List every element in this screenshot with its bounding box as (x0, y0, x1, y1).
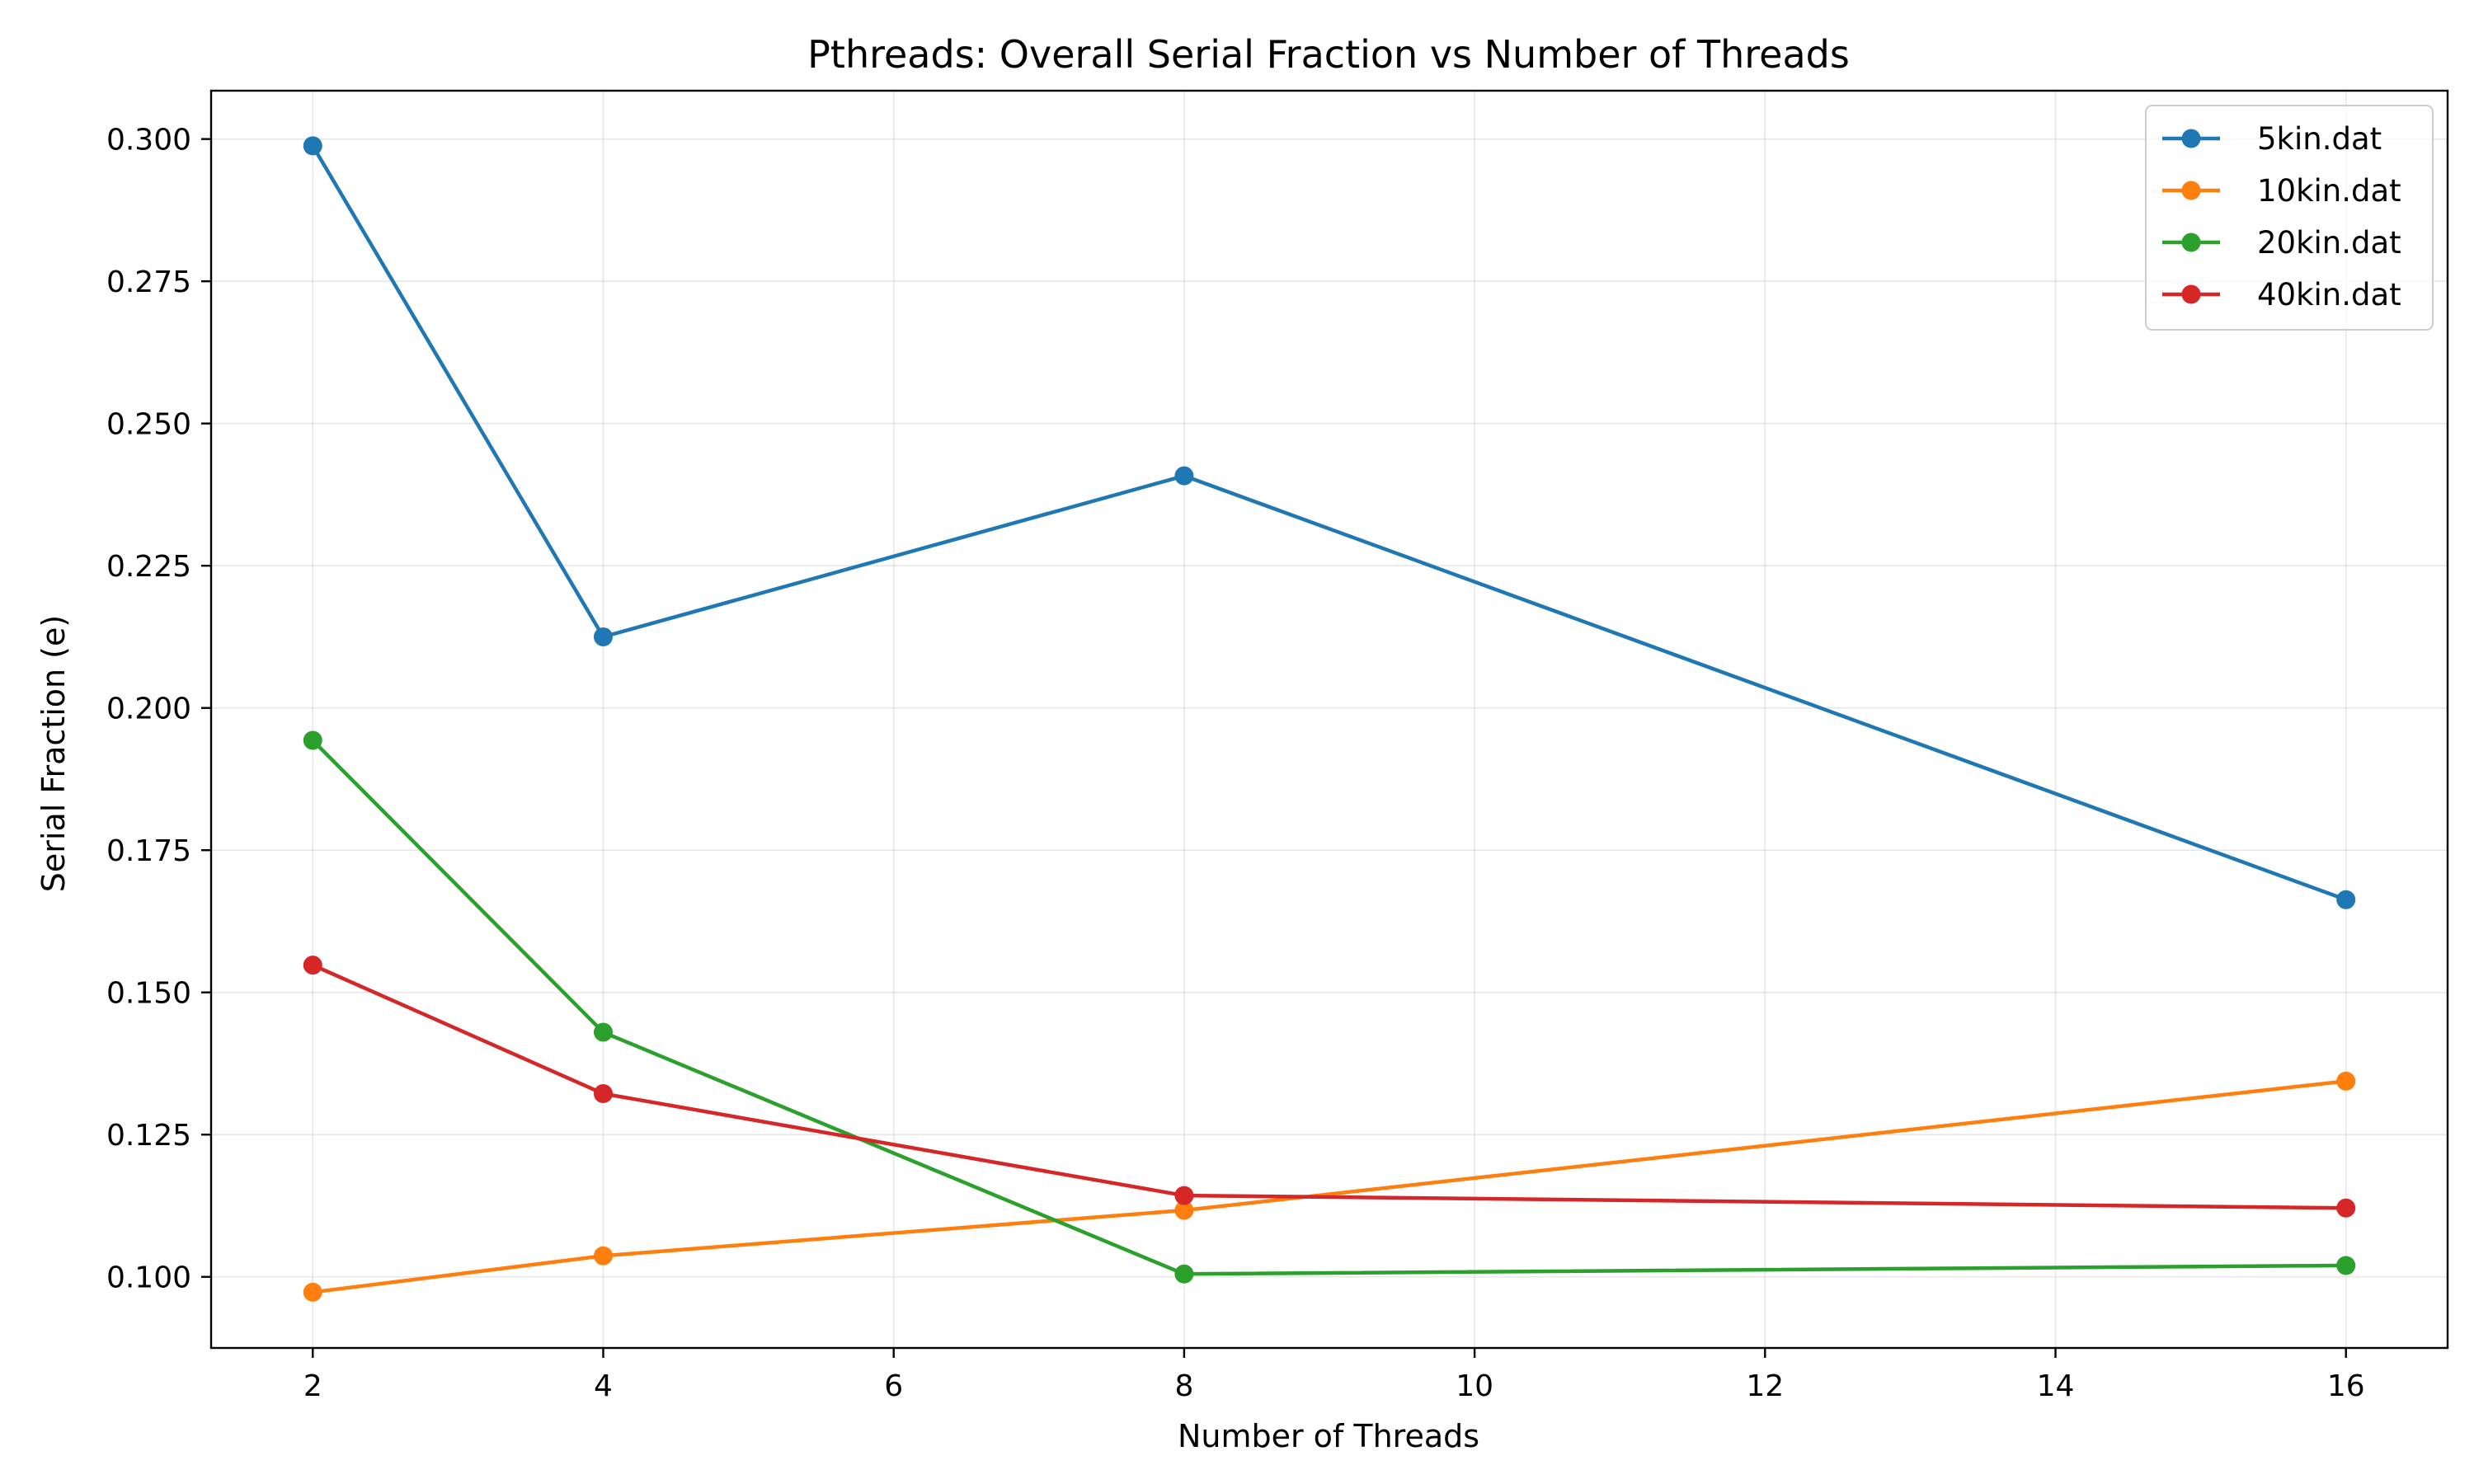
y-tick-label: 0.125 (106, 1119, 191, 1153)
y-tick-label: 0.250 (106, 408, 191, 442)
x-tick-label: 14 (2037, 1369, 2075, 1403)
legend-swatch-marker (2181, 181, 2201, 200)
y-tick-label: 0.200 (106, 693, 191, 726)
series-5kin-dat (303, 136, 2356, 909)
series-10kin-dat (303, 1071, 2356, 1302)
legend-item: 20kin.dat (2162, 225, 2401, 261)
chart-title: Pthreads: Overall Serial Fraction vs Num… (807, 32, 1850, 77)
series-line (310, 1078, 2349, 1294)
y-tick-label: 0.225 (106, 550, 191, 584)
data-point (303, 956, 322, 975)
data-point (303, 1282, 322, 1302)
x-tick-label: 2 (303, 1369, 322, 1403)
x-tick-label: 8 (1174, 1369, 1193, 1403)
legend-box (2145, 105, 2434, 331)
series-line (310, 737, 2348, 1276)
legend-label: 5kin.dat (2257, 121, 2382, 157)
x-tick-label: 4 (594, 1369, 613, 1403)
y-tick-label: 0.150 (106, 977, 191, 1011)
data-point (1174, 466, 1194, 486)
plot-area-frame (209, 89, 2449, 1350)
legend-label: 20kin.dat (2257, 225, 2401, 261)
x-tick-label: 6 (884, 1369, 903, 1403)
legend-label: 10kin.dat (2257, 173, 2401, 209)
data-point (1174, 1186, 1194, 1205)
x-tick-label: 12 (1746, 1369, 1784, 1403)
series-40kin-dat (303, 956, 2356, 1218)
grid (211, 91, 2448, 1348)
data-point (2336, 1256, 2356, 1275)
y-tick-label: 0.175 (106, 834, 191, 868)
legend-label: 40kin.dat (2257, 277, 2401, 312)
y-axis-label: Serial Fraction (e) (35, 615, 72, 892)
data-point (2336, 1198, 2356, 1218)
data-point (303, 136, 322, 156)
data-point (1174, 1200, 1194, 1220)
legend-item: 40kin.dat (2162, 277, 2401, 312)
legend-swatch-marker (2181, 232, 2201, 252)
series-line (310, 962, 2349, 1210)
y-tick-label: 0.275 (106, 265, 191, 299)
series-layer (303, 136, 2356, 1302)
series-20kin-dat (303, 730, 2356, 1284)
axis-ticks: 2 4 6 8 10 12 14 16 0.100 0.125 0.150 0.175 0.200 0.2… (106, 124, 2365, 1403)
data-point (2336, 890, 2356, 909)
data-point (593, 1022, 613, 1042)
data-point (303, 730, 322, 750)
x-axis-label: Number of Threads (1178, 1418, 1479, 1454)
y-tick-label: 0.100 (106, 1261, 191, 1295)
legend-swatch-marker (2181, 129, 2201, 148)
x-tick-label: 10 (1456, 1369, 1493, 1403)
data-point (593, 1246, 613, 1266)
data-point (593, 1084, 613, 1104)
series-line (310, 143, 2349, 903)
legend-swatch-marker (2181, 284, 2201, 304)
legend-item: 10kin.dat (2162, 173, 2401, 209)
y-tick-label: 0.300 (106, 124, 191, 157)
x-tick-label: 16 (2327, 1369, 2365, 1403)
data-point (2336, 1071, 2356, 1091)
data-point (593, 627, 613, 646)
legend: 5kin.dat 10kin.dat 20kin.dat 40kin.dat (2145, 105, 2434, 331)
legend-item: 5kin.dat (2162, 121, 2382, 157)
data-point (1174, 1264, 1194, 1284)
